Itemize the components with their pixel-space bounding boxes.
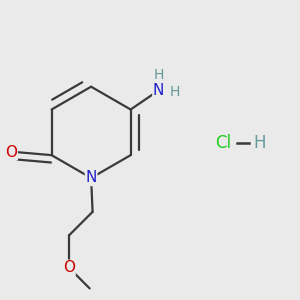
Text: H: H xyxy=(169,85,180,99)
Text: O: O xyxy=(5,145,17,160)
Text: O: O xyxy=(63,260,75,275)
Text: H: H xyxy=(153,68,164,82)
Text: N: N xyxy=(153,83,164,98)
Text: H: H xyxy=(253,134,266,152)
Text: Cl: Cl xyxy=(215,134,231,152)
Text: N: N xyxy=(85,170,97,185)
